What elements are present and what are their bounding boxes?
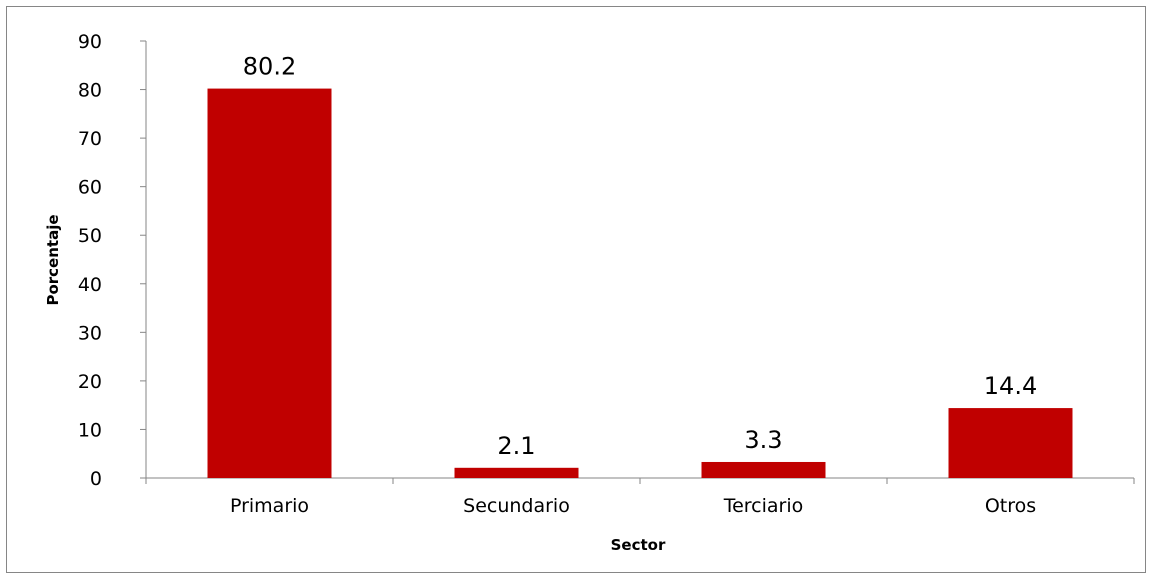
bars (207, 88, 1073, 478)
x-tick-label: Otros (985, 495, 1036, 517)
y-tick-label: 70 (78, 128, 102, 150)
y-axis-title: Porcentaje (44, 214, 62, 305)
bar-otros (948, 408, 1073, 478)
x-axis-title: Sector (611, 536, 666, 554)
y-axis: 0 10 20 30 40 50 60 70 80 90 (78, 31, 147, 490)
y-tick-label: 30 (78, 322, 102, 344)
x-tick-label: Terciario (723, 495, 804, 517)
data-labels: 80.2 2.1 3.3 14.4 (243, 53, 1037, 460)
data-label: 3.3 (744, 426, 782, 454)
x-tick-label: Secundario (463, 495, 570, 517)
y-tick-label: 10 (78, 419, 102, 441)
y-tick-label: 20 (78, 371, 102, 393)
y-tick-label: 50 (78, 225, 102, 247)
y-tick-label: 0 (90, 468, 102, 490)
data-label: 2.1 (497, 432, 535, 460)
y-tick-label: 80 (78, 80, 102, 102)
x-tick-label: Primario (230, 495, 309, 517)
data-label: 80.2 (243, 53, 296, 81)
bar-terciario (701, 461, 826, 478)
bar-secundario (454, 467, 579, 478)
data-label: 14.4 (984, 372, 1037, 400)
y-tick-label: 60 (78, 177, 102, 199)
bar-primario (207, 88, 332, 478)
y-tick-label: 90 (78, 31, 102, 53)
x-axis: Primario Secundario Terciario Otros (145, 477, 1135, 517)
y-tick-label: 40 (78, 274, 102, 296)
